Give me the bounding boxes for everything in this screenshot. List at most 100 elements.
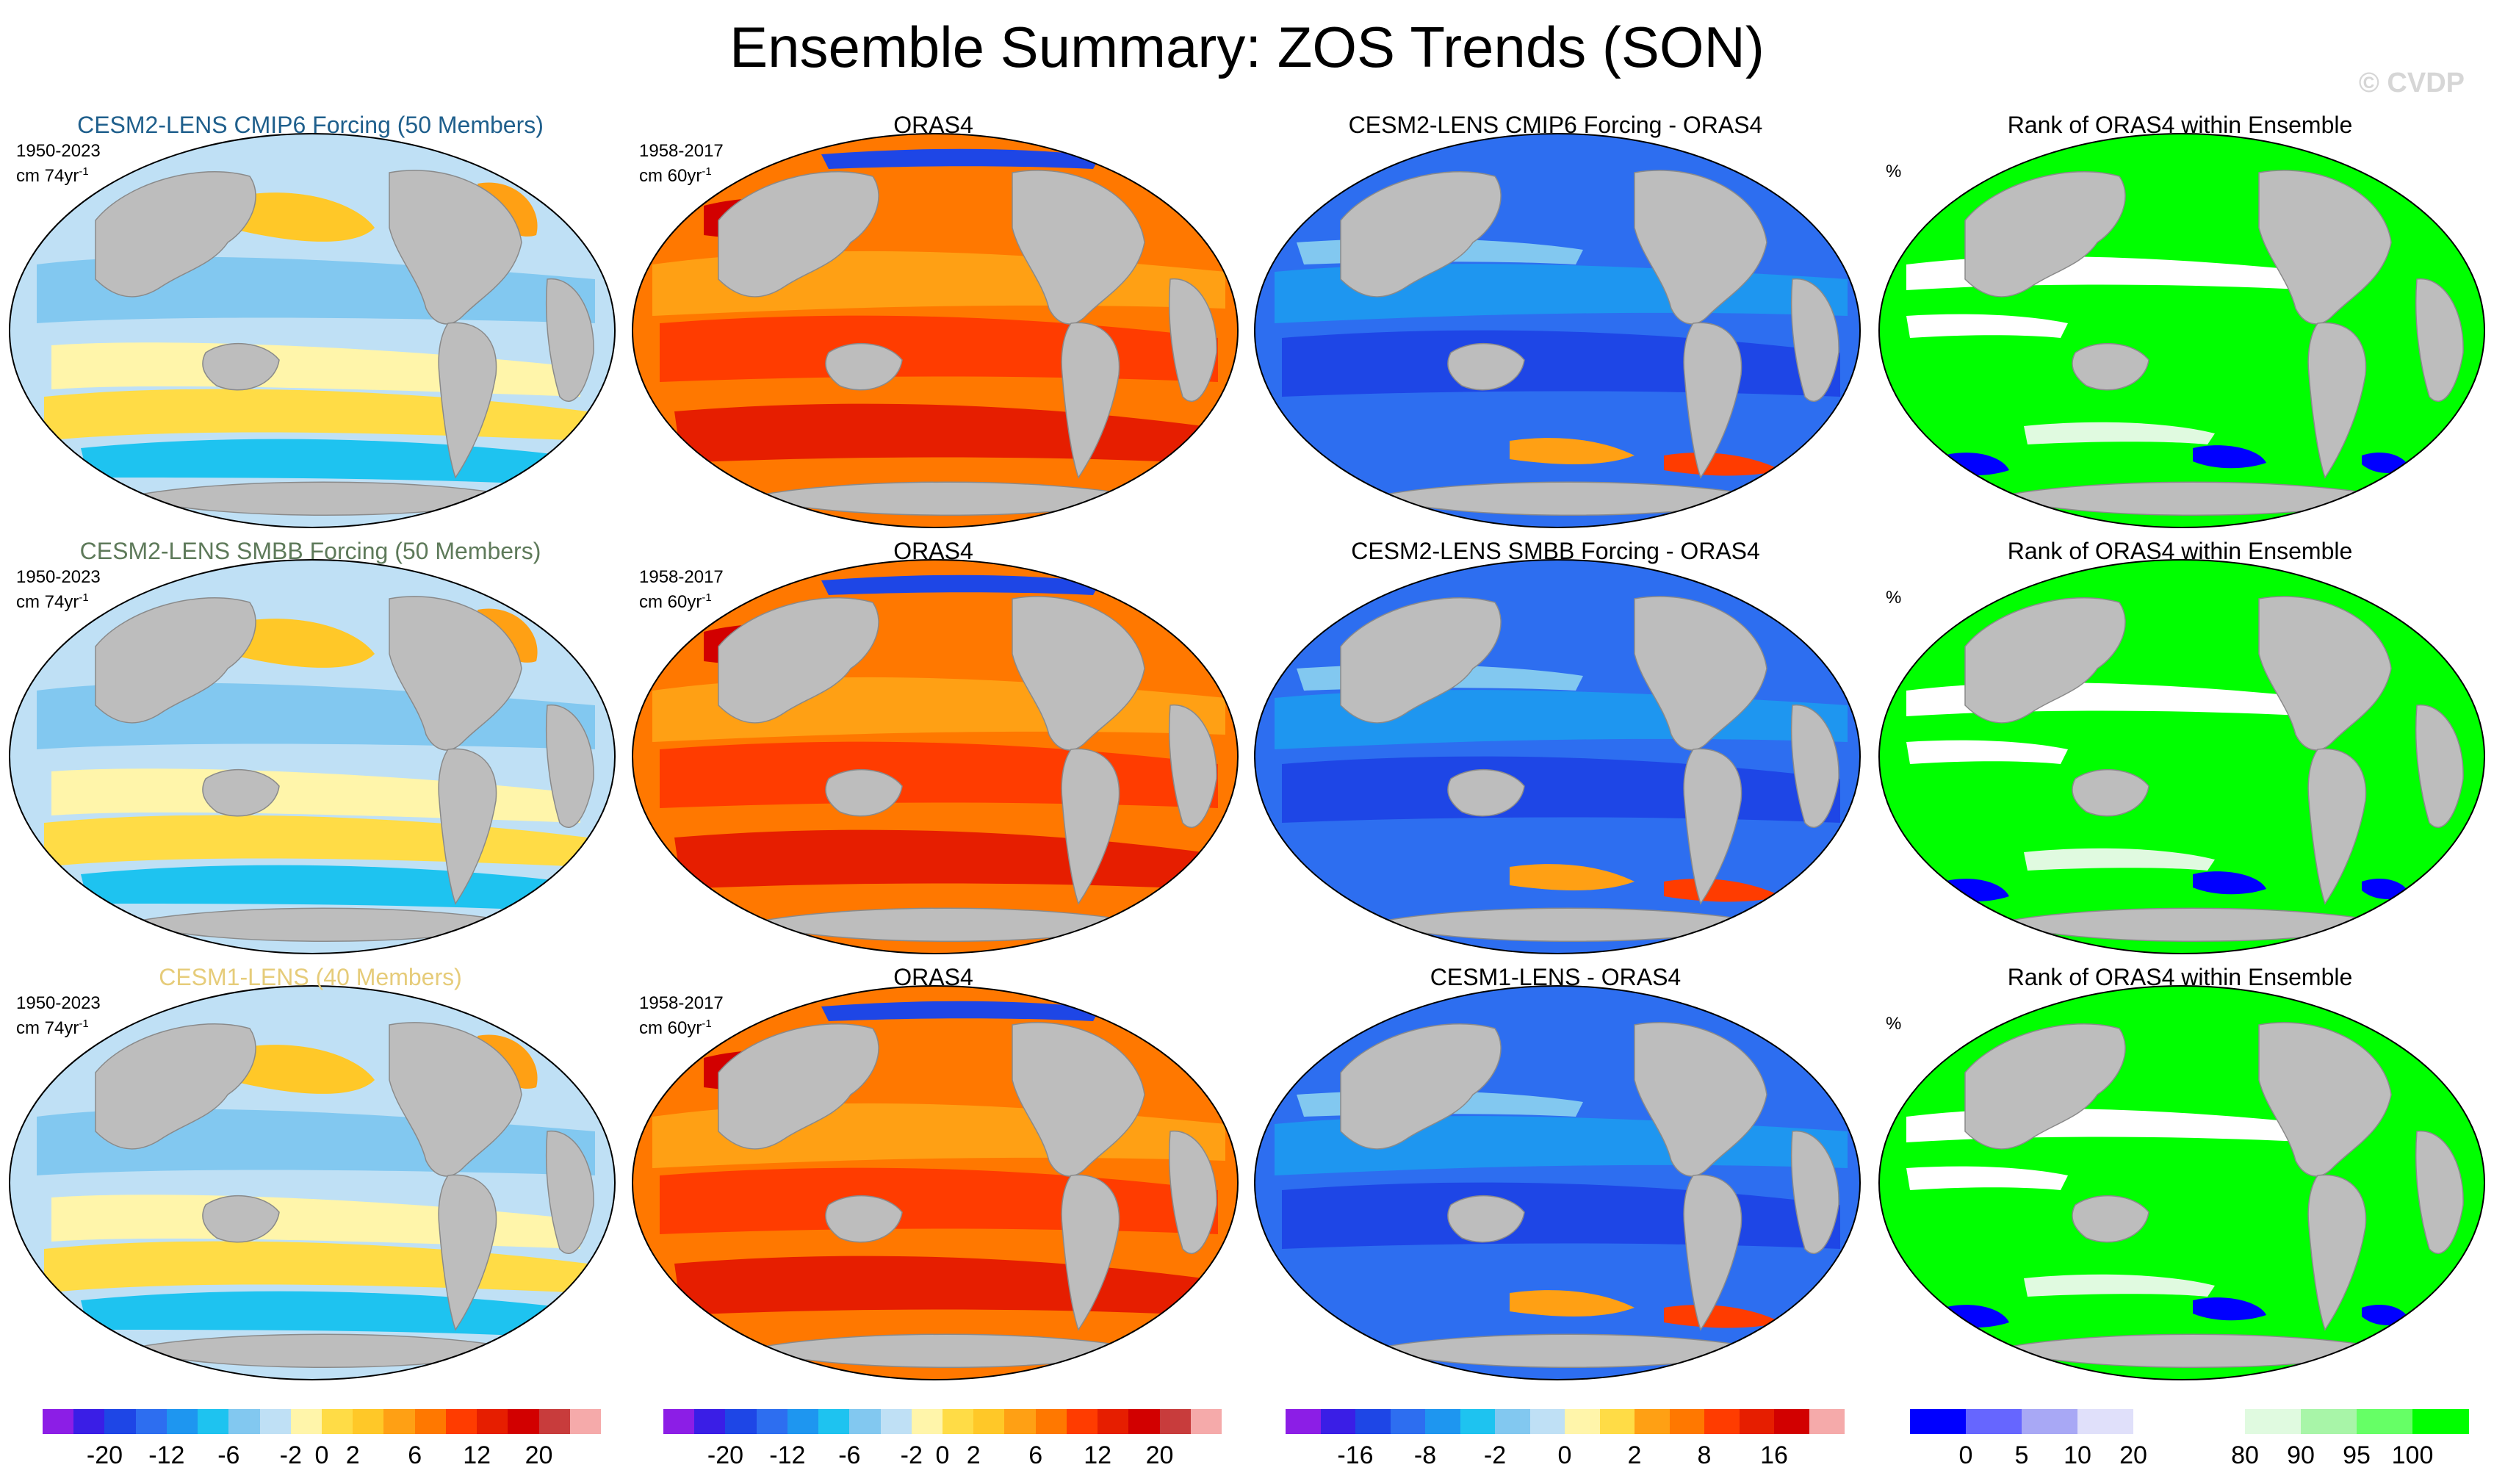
map-outline — [9, 985, 616, 1380]
map-field-region — [228, 1045, 375, 1094]
panel-title: CESM1-LENS - ORAS4 — [1430, 964, 1682, 990]
map-landmass — [2258, 1022, 2392, 1177]
trend-colorbar-ensemble: -20 -12 -6 -2 0 2 6 12 20 — [43, 1409, 602, 1475]
map-landmass — [1168, 704, 1217, 828]
colorbar-tick-label: -2 — [1483, 1441, 1507, 1469]
map-outline — [1254, 559, 1861, 954]
map-field-region — [821, 574, 1100, 595]
map-landmass — [1683, 748, 1742, 905]
colorbar-box — [166, 1409, 198, 1434]
colorbar-box — [1286, 1409, 1321, 1434]
colorbar-box — [2133, 1409, 2190, 1434]
map-field-region — [228, 192, 375, 242]
panel-title: CESM2-LENS SMBB Forcing (50 Members) — [79, 538, 541, 564]
map-landmass — [545, 1130, 594, 1254]
panel-title: ORAS4 — [893, 964, 973, 990]
colorbar-box — [1704, 1409, 1740, 1434]
map-field-region — [81, 439, 566, 485]
map-landmass — [2307, 1174, 2367, 1331]
map-landmass — [2072, 343, 2149, 391]
map-outline — [9, 133, 616, 528]
colorbar-box — [694, 1409, 726, 1434]
colorbar-box — [880, 1409, 912, 1434]
colorbar-box — [1495, 1409, 1530, 1434]
map-landmass — [1447, 343, 1525, 391]
colorbar-tick-label: 12 — [1084, 1441, 1112, 1469]
colorbar-box — [2301, 1409, 2357, 1434]
map-landmass — [1964, 1023, 2126, 1150]
colorbar-box — [1966, 1409, 2022, 1434]
colorbar-box — [73, 1409, 105, 1434]
colorbar-box — [1425, 1409, 1460, 1434]
colorbar-box — [1774, 1409, 1809, 1434]
panel-units-exponent: -1 — [79, 165, 89, 178]
panel-units: cm 74yr-1 — [16, 588, 89, 613]
global-map — [9, 133, 616, 528]
colorbar-box — [383, 1409, 416, 1434]
panel-title: CESM2-LENS CMIP6 Forcing - ORAS4 — [1348, 112, 1763, 138]
map-outline — [1254, 133, 1861, 528]
map-landmass — [2415, 704, 2464, 828]
colorbar-box — [1390, 1409, 1426, 1434]
panel-period: 1958-2017 — [639, 567, 724, 587]
colorbar-tick-label: 0 — [314, 1441, 329, 1469]
map-landmass — [1012, 596, 1145, 751]
colorbar-tick-label: -12 — [148, 1441, 185, 1469]
map-panel-ensemble: CESM2-LENS SMBB Forcing (50 Members) 1950… — [0, 536, 621, 962]
map-landmass — [95, 171, 256, 298]
global-map — [1878, 133, 2485, 528]
map-landmass — [1634, 170, 1767, 325]
panel-units-text: cm 60yr — [639, 592, 702, 612]
map-field-region — [2024, 422, 2215, 444]
map-panel-ensemble: CESM1-LENS (40 Members) 1950-2023 cm 74yr-… — [0, 962, 621, 1388]
colorbar-box — [290, 1409, 322, 1434]
map-landmass — [1447, 769, 1525, 817]
map-landmass — [1168, 1130, 1217, 1254]
map-landmass — [1340, 597, 1502, 724]
colorbar-box — [1098, 1409, 1129, 1434]
map-landmass — [2307, 322, 2367, 479]
colorbar-box — [104, 1409, 137, 1434]
colorbar-box — [2189, 1409, 2246, 1434]
panel-title: ORAS4 — [893, 538, 973, 564]
figure-title: Ensemble Summary: ZOS Trends (SON) — [729, 15, 1765, 79]
colorbar-box — [414, 1409, 447, 1434]
map-landmass — [95, 1023, 256, 1150]
map-field-region — [821, 1001, 1100, 1021]
colorbar-tick-label: 16 — [1760, 1441, 1788, 1469]
map-field-region — [81, 1291, 566, 1337]
panel-units-text: cm 74yr — [16, 592, 79, 612]
colorbar-tick-label: -2 — [279, 1441, 302, 1469]
map-panel-diff: CESM2-LENS SMBB Forcing - ORAS4 — [1245, 536, 1866, 962]
colorbar-box — [259, 1409, 292, 1434]
map-landmass — [202, 769, 280, 817]
map-landmass — [2072, 1195, 2149, 1243]
colorbar-box — [1910, 1409, 1967, 1434]
colorbar-box — [1035, 1409, 1067, 1434]
map-panel-diff: CESM2-LENS CMIP6 Forcing - ORAS4 — [1245, 110, 1866, 536]
cvdp-watermark: © CVDP — [2358, 68, 2465, 98]
colorbar-box — [445, 1409, 477, 1434]
map-field-region — [2193, 871, 2266, 895]
colorbar-box — [508, 1409, 540, 1434]
map-landmass — [1634, 1022, 1767, 1177]
colorbar-tick-label: -20 — [707, 1441, 744, 1469]
map-landmass — [545, 704, 594, 828]
colorbar-tick-label: 95 — [2343, 1441, 2371, 1469]
map-field-region — [1510, 1290, 1635, 1316]
colorbar-boxes — [1286, 1409, 1845, 1434]
panel-period: 1950-2023 — [16, 993, 101, 1013]
panel-title: CESM2-LENS SMBB Forcing - ORAS4 — [1351, 538, 1760, 564]
map-landmass — [718, 1023, 879, 1150]
global-map — [9, 985, 616, 1380]
map-landmass — [1061, 1174, 1120, 1331]
colorbar-tick-label: 90 — [2287, 1441, 2315, 1469]
colorbar-tick-label: -2 — [900, 1441, 923, 1469]
map-field-region — [1664, 879, 1781, 902]
panel-period: 1950-2023 — [16, 141, 101, 161]
map-landmass — [2415, 278, 2464, 402]
colorbar-box — [787, 1409, 819, 1434]
panel-units: % — [1886, 588, 1902, 608]
colorbar-box — [1320, 1409, 1356, 1434]
map-landmass — [2258, 596, 2392, 751]
